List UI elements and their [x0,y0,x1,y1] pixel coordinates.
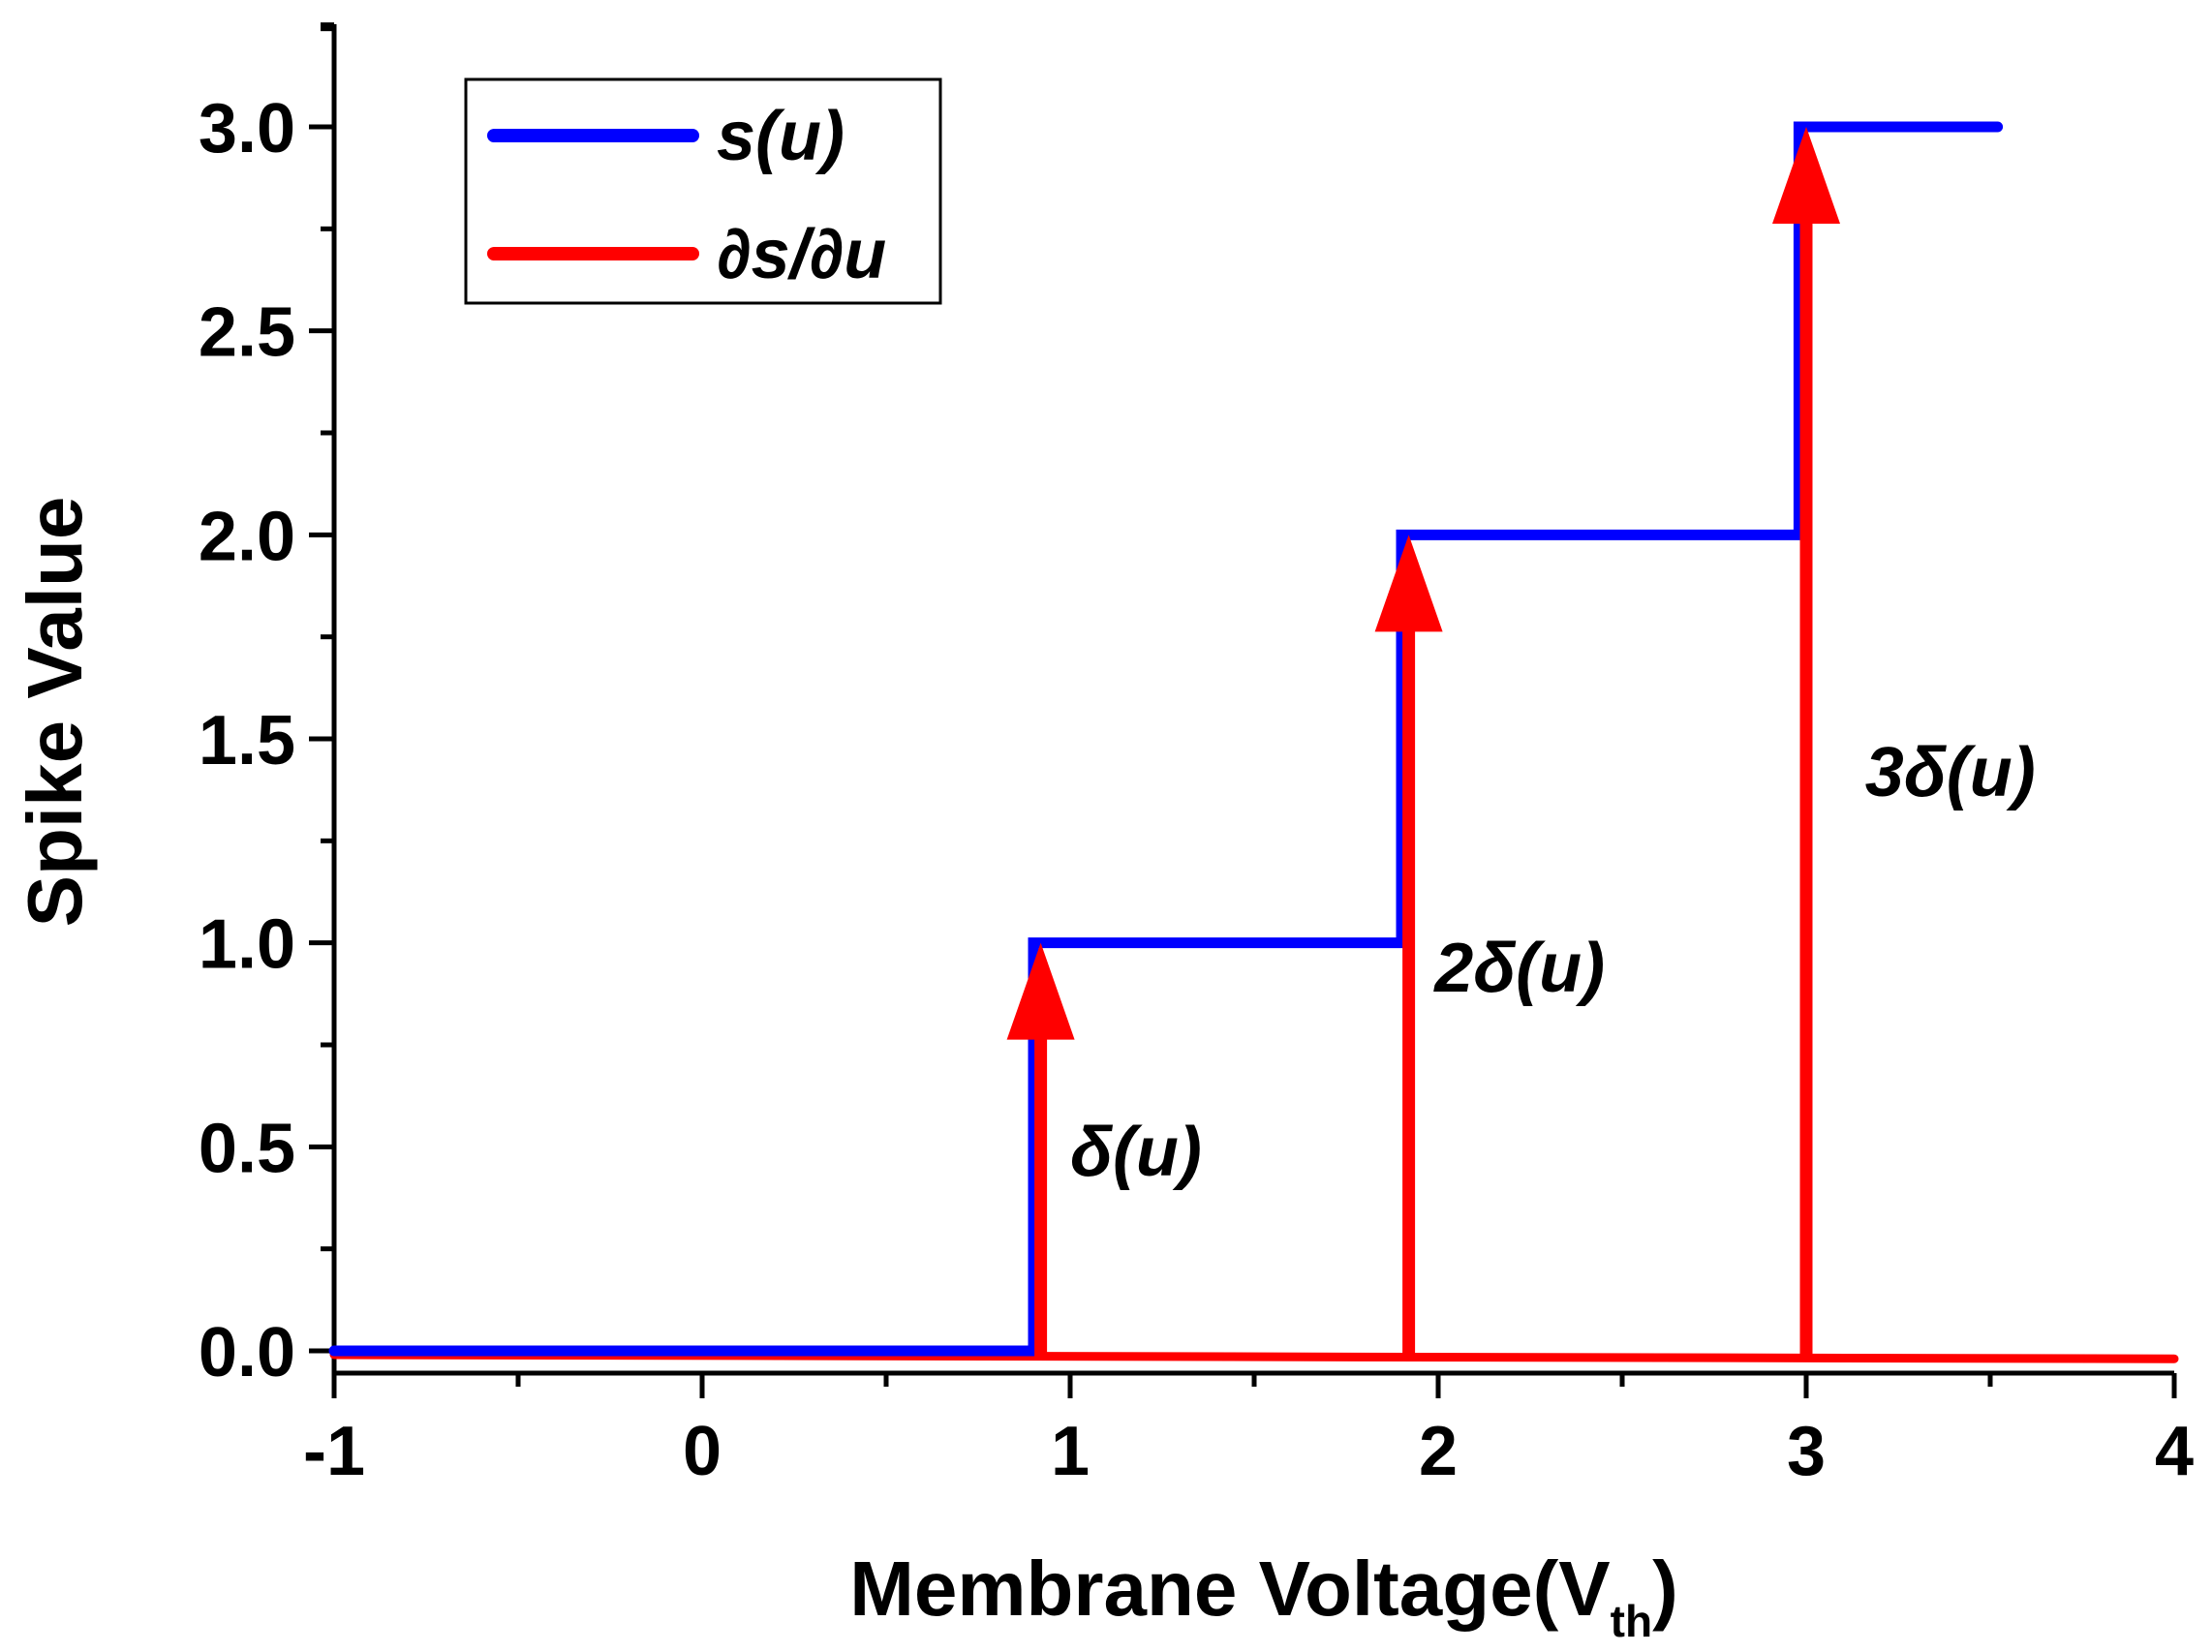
x-axis-title-close: ) [1652,1545,1678,1632]
x-axis-title-main: Membrane Voltage(V [849,1545,1610,1632]
x-tick-label: 0 [683,1413,722,1490]
y-tick-label: 3.0 [199,90,295,168]
ticks: -1 0 1 2 3 4 0.0 0.5 1.0 1.5 2.0 2.5 3.0 [199,22,2194,1490]
x-tick-label: 2 [1419,1413,1458,1490]
impulse-label: 2δ(u) [1432,930,1605,1007]
impulse-arrow-head [1006,942,1075,1040]
y-tick-label: 0.5 [199,1110,295,1187]
legend-label-ds-du: ∂s/∂u [717,216,886,293]
impulse-label: δ(u) [1070,1114,1202,1191]
legend-box [464,77,942,305]
y-tick-label: 2.0 [199,498,295,575]
x-axis-title: Membrane Voltage(Vth) [849,1545,1677,1646]
x-tick-label: -1 [303,1413,365,1490]
y-tick-label: 1.0 [199,906,295,984]
y-tick-label: 1.5 [199,702,295,780]
impulse-arrow-head [1374,535,1443,632]
impulses [1006,127,1840,1359]
legend: s(u) ∂s/∂u [464,77,942,305]
x-tick-label: 4 [2155,1413,2194,1490]
y-axis-title: Spike Value [12,497,98,928]
impulse-arrow-head [1772,127,1840,224]
x-axis-title-subscript: th [1611,1596,1652,1646]
x-tick-label: 3 [1787,1413,1826,1490]
annotations: δ(u) 2δ(u) 3δ(u) [1070,734,2036,1191]
y-tick-label: 2.5 [199,294,295,372]
legend-label-s-u: s(u) [717,98,845,175]
impulse-label: 3δ(u) [1865,734,2036,811]
y-tick-label: 0.0 [199,1314,295,1392]
x-tick-label: 1 [1051,1413,1090,1490]
